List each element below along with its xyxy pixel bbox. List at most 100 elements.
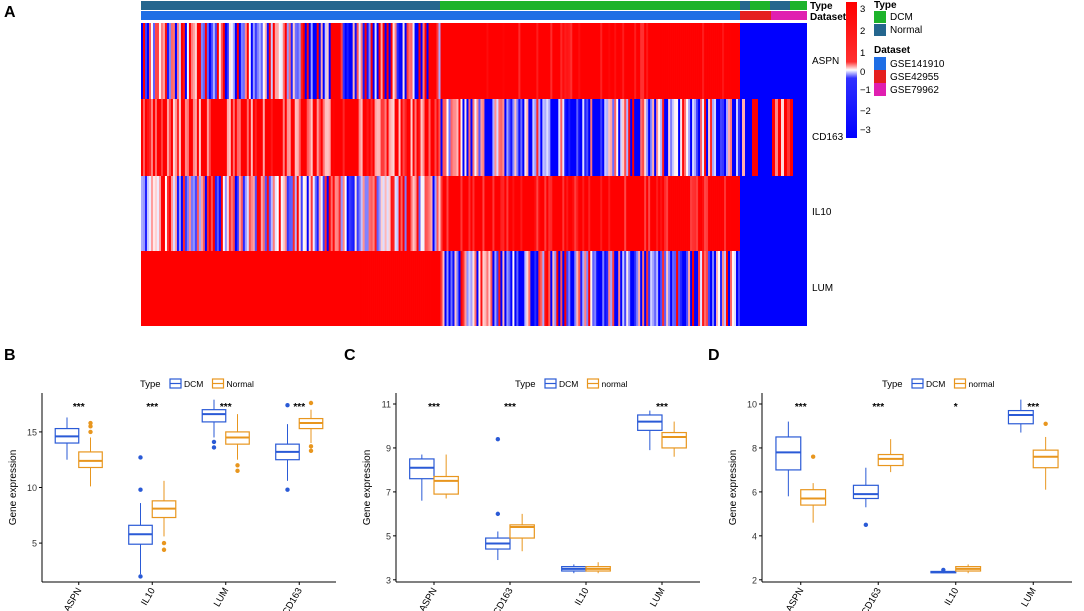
heatmap-cell	[640, 176, 643, 251]
heatmap-cell	[280, 251, 284, 326]
heatmap-cell	[238, 23, 242, 99]
heatmap-cell	[194, 176, 198, 251]
heatmap-cell	[143, 176, 146, 251]
heatmap-cell	[668, 99, 671, 176]
heatmap-cell	[598, 99, 601, 176]
heatmap-cell	[556, 23, 559, 99]
heatmap-cell	[706, 251, 709, 326]
heatmap-cell	[154, 23, 158, 99]
heatmap-cell	[480, 176, 483, 251]
heatmap-cell	[732, 176, 735, 251]
heatmap-cell	[294, 176, 298, 251]
heatmap-cell	[298, 99, 302, 176]
heatmap-cell	[176, 23, 180, 99]
heatmap-cell	[174, 23, 178, 99]
heatmap-cell	[504, 99, 507, 176]
heatmap-cell	[264, 99, 268, 176]
box-body	[800, 489, 827, 506]
heatmap-cell	[146, 176, 150, 251]
heatmap-cell	[318, 251, 322, 326]
heatmap-cell	[354, 23, 357, 99]
heatmap-cell	[192, 251, 196, 326]
heatmap-cell	[330, 251, 334, 326]
heatmap-cell	[580, 251, 583, 326]
heatmap-cell	[662, 23, 665, 99]
heatmap-cell	[200, 176, 204, 251]
heatmap-cell	[202, 176, 206, 251]
heatmap-cell	[472, 251, 475, 326]
heatmap-cell	[274, 23, 278, 99]
heatmap-cell	[576, 99, 579, 176]
heatmap-cell	[670, 23, 673, 99]
heatmap-cell	[616, 251, 619, 326]
heatmap-cell	[404, 23, 407, 99]
heatmap-cell	[304, 99, 308, 176]
heatmap-cell	[220, 99, 224, 176]
heatmap-cell	[670, 176, 673, 251]
heatmap-cell	[420, 23, 423, 99]
heatmap-cell	[244, 23, 248, 99]
box-outlier	[308, 448, 314, 454]
heatmap-cell	[584, 99, 587, 176]
heatmap-cell	[174, 251, 178, 326]
heatmap-cell	[364, 176, 367, 251]
heatmap-cell	[502, 251, 505, 326]
heatmap-cell	[694, 23, 697, 99]
legend-title: Type	[140, 379, 161, 390]
heatmap-cell	[200, 99, 204, 176]
heatmap-cell	[300, 23, 304, 99]
heatmap-cell	[598, 23, 601, 99]
heatmap-panel: Type Dataset ASPN CD163 IL10 LUM 3 2 1 0…	[141, 0, 945, 326]
heatmap-cell	[176, 99, 180, 176]
heatmap-cell	[576, 176, 579, 251]
heatmap-cell	[230, 251, 234, 326]
heatmap-cell	[390, 176, 393, 251]
gene-label-cd163: CD163	[812, 132, 844, 143]
heatmap-cell	[692, 176, 695, 251]
heatmap-cell	[218, 251, 222, 326]
heatmap-cell	[534, 251, 537, 326]
heatmap-cell	[378, 23, 381, 99]
heatmap-cell	[698, 99, 701, 176]
heatmap-cell	[392, 99, 395, 176]
heatmap-cell	[316, 251, 320, 326]
scale-tick: −2	[860, 106, 871, 117]
heatmap-cell	[346, 23, 350, 99]
heatmap-cell	[280, 23, 284, 99]
heatmap-cell	[296, 176, 300, 251]
heatmap-cell	[220, 176, 224, 251]
heatmap-cell	[622, 99, 625, 176]
heatmap-cell	[566, 99, 569, 176]
box-outlier	[88, 420, 93, 426]
heatmap-cell	[390, 23, 393, 99]
x-tick-label: LUM	[212, 586, 232, 609]
anno-label-dataset: Dataset	[810, 12, 847, 23]
heatmap-cell	[308, 251, 312, 326]
heatmap-cell	[238, 251, 242, 326]
heatmap-cell	[396, 99, 399, 176]
scale-tick: 1	[860, 48, 865, 59]
heatmap-cell	[258, 176, 262, 251]
heatmap-cell	[656, 176, 659, 251]
heatmap-cell	[152, 99, 156, 176]
box-body	[509, 524, 535, 539]
box-body	[852, 484, 879, 500]
heatmap-cell	[362, 99, 365, 176]
heatmap-cell	[434, 251, 437, 326]
heatmap-cell	[146, 99, 150, 176]
heatmap-cell	[168, 251, 172, 326]
heatmap-cell	[408, 23, 411, 99]
heatmap-cell	[194, 251, 198, 326]
heatmap-cell	[644, 23, 647, 99]
anno-label-type: Type	[810, 1, 833, 12]
heatmap-cell	[586, 23, 589, 99]
heatmap-cell	[694, 251, 697, 326]
heatmap-cell	[474, 176, 477, 251]
heatmap-cell	[350, 99, 353, 176]
heatmap-cell	[218, 176, 222, 251]
heatmap-cell	[584, 176, 587, 251]
heatmap-cell	[310, 176, 314, 251]
heatmap-cell	[388, 176, 391, 251]
heatmap-cell	[196, 176, 200, 251]
heatmap-cell	[488, 23, 491, 99]
